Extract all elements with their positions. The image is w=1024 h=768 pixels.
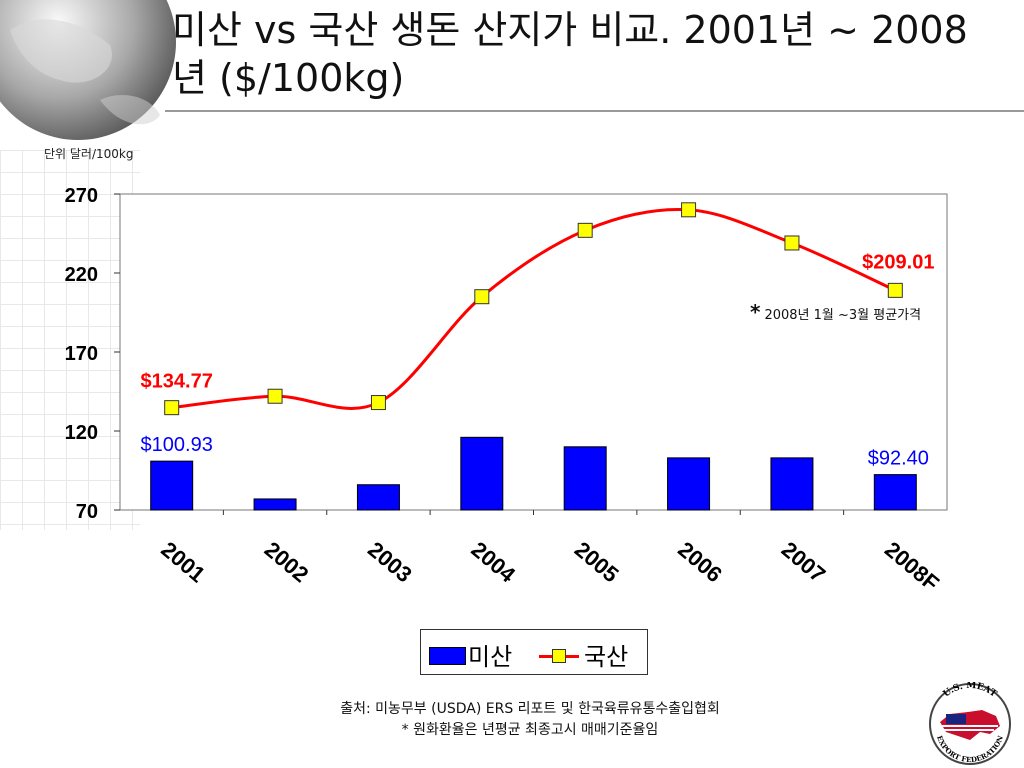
data-label: $92.40 (868, 448, 929, 470)
y-tick-label: 120 (65, 422, 98, 444)
bar-us (667, 457, 711, 511)
bar-us (356, 484, 400, 511)
data-label: $134.77 (141, 371, 213, 393)
marker-kr (267, 388, 283, 404)
bar-us (873, 474, 917, 511)
bar-us (460, 436, 504, 511)
bar-us (770, 457, 814, 511)
marker-kr (577, 222, 593, 238)
bar-us (563, 446, 607, 511)
x-tick-label: 2008F (880, 537, 944, 596)
legend-label-us: 미산 (468, 643, 513, 671)
plot-area (119, 193, 948, 511)
footnote-text: 2008년 1월 ~3월 평균가격 (764, 308, 922, 323)
legend-label-kr: 국산 (584, 643, 629, 671)
footnote-marker: * (750, 300, 761, 324)
y-tick-label: 220 (65, 264, 98, 286)
globe-icon (0, 0, 176, 140)
x-tick-label: 2001 (156, 537, 210, 588)
x-tick-label: 2003 (363, 537, 417, 588)
usmef-logo: U.S. MEAT EXPORT FEDERATION (929, 682, 1011, 765)
footnote: * 2008년 1월 ~3월 평균가격 (750, 300, 921, 324)
marker-kr (164, 400, 180, 416)
y-tick-label: 170 (65, 343, 98, 365)
bar-us (253, 498, 297, 511)
x-tick-label: 2002 (260, 537, 314, 588)
data-label: $209.01 (862, 251, 934, 273)
title-divider (165, 110, 1024, 112)
data-label: $100.93 (141, 434, 213, 456)
marker-kr (784, 235, 800, 251)
page-title: 미산 vs 국산 생돈 산지가 비교. 2001년 ~ 2008년 ($/100… (172, 8, 968, 100)
marker-kr (370, 395, 386, 411)
x-tick-label: 2005 (570, 537, 624, 588)
legend: 미산 국산 (420, 629, 648, 675)
unit-label: 단위 달러/100kg (44, 147, 134, 161)
source-line-1: 출처: 미농무부 (USDA) ERS 리포트 및 한국육류유통수출입협회 (340, 701, 720, 717)
legend-swatch-kr-marker (552, 649, 566, 663)
x-tick-label: 2007 (777, 537, 831, 588)
marker-kr (887, 282, 903, 298)
source-line-2: * 원화환율은 년평균 최종고시 매매기준율임 (401, 722, 659, 738)
marker-kr (681, 202, 697, 218)
x-tick-label: 2006 (673, 537, 727, 588)
grid-background (0, 150, 140, 530)
marker-kr (474, 289, 490, 305)
legend-swatch-us (429, 647, 466, 665)
y-tick-label: 70 (76, 501, 98, 523)
bar-us (150, 460, 194, 511)
x-tick-label: 2004 (467, 537, 521, 588)
y-tick-label: 270 (65, 185, 98, 207)
line-kr (171, 207, 896, 410)
